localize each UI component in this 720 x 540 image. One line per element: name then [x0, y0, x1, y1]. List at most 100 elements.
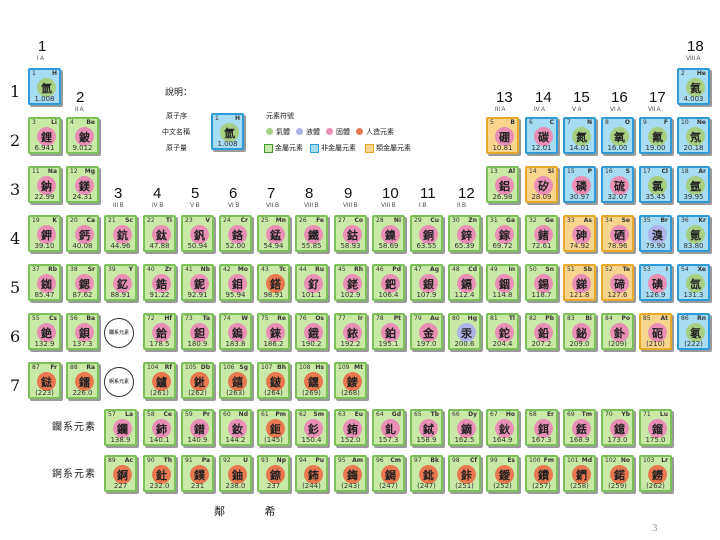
- element-cell-ra[interactable]: 88 Ra 鐳 226.0: [66, 362, 99, 399]
- element-cell-db[interactable]: 105 Db 𨧀 (262): [181, 362, 214, 399]
- element-cell-ga[interactable]: 31 Ga 鎵 69.72: [486, 215, 519, 252]
- element-cell-ag[interactable]: 47 Ag 銀 107.9: [410, 264, 443, 301]
- element-cell-re[interactable]: 75 Re 錸 186.2: [257, 313, 290, 350]
- element-cell-si[interactable]: 14 Si 矽 28.09: [525, 166, 558, 203]
- element-cell-nd[interactable]: 60 Nd 釹 144.2: [219, 409, 252, 446]
- element-cell-lr[interactable]: 103 Lr 鐒 (262): [639, 455, 672, 492]
- element-cell-nb[interactable]: 41 Nb 鈮 92.91: [181, 264, 214, 301]
- element-cell-pa[interactable]: 91 Pa 鏷 231: [181, 455, 214, 492]
- element-cell-i[interactable]: 53 I 碘 126.9: [639, 264, 672, 301]
- element-cell-ar[interactable]: 18 Ar 氬 39.95: [677, 166, 710, 203]
- element-cell-fr[interactable]: 87 Fr 鍅 (223): [28, 362, 61, 399]
- element-cell-sb[interactable]: 51 Sb 銻 121.8: [563, 264, 596, 301]
- element-cell-mg[interactable]: 12 Mg 鎂 24.31: [66, 166, 99, 203]
- element-cell-no[interactable]: 102 No 鍩 (259): [601, 455, 634, 492]
- element-cell-ge[interactable]: 32 Ge 鍺 72.61: [525, 215, 558, 252]
- element-cell-ni[interactable]: 28 Ni 鎳 58.69: [372, 215, 405, 252]
- element-cell-co[interactable]: 27 Co 鈷 58.93: [334, 215, 367, 252]
- element-cell-tm[interactable]: 69 Tm 銩 168.9: [563, 409, 596, 446]
- element-cell-yb[interactable]: 70 Yb 鐿 173.0: [601, 409, 634, 446]
- element-cell-lu[interactable]: 71 Lu 鎦 175.0: [639, 409, 672, 446]
- element-cell-o[interactable]: 8 O 氧 16.00: [601, 117, 634, 154]
- element-cell-ti[interactable]: 22 Ti 鈦 47.88: [143, 215, 176, 252]
- element-cell-w[interactable]: 74 W 鎢 183.8: [219, 313, 252, 350]
- element-cell-c[interactable]: 6 C 碳 12.01: [525, 117, 558, 154]
- element-cell-la[interactable]: 57 La 鑭 138.9: [104, 409, 137, 446]
- element-cell-pm[interactable]: 61 Pm 鉕 (145): [257, 409, 290, 446]
- element-cell-dy[interactable]: 66 Dy 鏑 162.5: [448, 409, 481, 446]
- element-cell-h[interactable]: 1 H 氫 1.008: [28, 68, 61, 105]
- element-cell-ba[interactable]: 56 Ba 鋇 137.3: [66, 313, 99, 350]
- element-cell-ne[interactable]: 10 Ne 氖 20.18: [677, 117, 710, 154]
- element-cell-se[interactable]: 34 Se 硒 78.96: [601, 215, 634, 252]
- element-cell-sr[interactable]: 38 Sr 鍶 87.62: [66, 264, 99, 301]
- element-cell-th[interactable]: 90 Th 釷 232.0: [143, 455, 176, 492]
- element-cell-at[interactable]: 85 At 砈 (210): [639, 313, 672, 350]
- element-cell-rf[interactable]: 104 Rf 鑪 (261): [143, 362, 176, 399]
- element-cell-li[interactable]: 3 Li 鋰 6.941: [28, 117, 61, 154]
- element-cell-au[interactable]: 79 Au 金 197.0: [410, 313, 443, 350]
- element-cell-b[interactable]: 5 B 硼 10.81: [486, 117, 519, 154]
- element-cell-tb[interactable]: 65 Tb 鋱 158.9: [410, 409, 443, 446]
- element-cell-rh[interactable]: 45 Rh 銠 102.9: [334, 264, 367, 301]
- element-cell-u[interactable]: 92 U 鈾 238.0: [219, 455, 252, 492]
- element-cell-he[interactable]: 2 He 氦 4.003: [677, 68, 710, 105]
- element-cell-cu[interactable]: 29 Cu 銅 63.55: [410, 215, 443, 252]
- element-cell-pu[interactable]: 94 Pu 鈽 (244): [295, 455, 328, 492]
- element-cell-as[interactable]: 33 As 砷 74.92: [563, 215, 596, 252]
- element-cell-fm[interactable]: 100 Fm 鐨 (257): [525, 455, 558, 492]
- element-cell-ce[interactable]: 58 Ce 鈰 140.1: [143, 409, 176, 446]
- element-cell-n[interactable]: 7 N 氮 14.01: [563, 117, 596, 154]
- element-cell-mt[interactable]: 109 Mt 䥑 (268): [334, 362, 367, 399]
- element-cell-cr[interactable]: 24 Cr 鉻 52.00: [219, 215, 252, 252]
- element-cell-bi[interactable]: 83 Bi 鉍 209.0: [563, 313, 596, 350]
- element-cell-md[interactable]: 101 Md 鍆 (258): [563, 455, 596, 492]
- element-cell-mn[interactable]: 25 Mn 錳 54.94: [257, 215, 290, 252]
- element-cell-na[interactable]: 11 Na 鈉 22.99: [28, 166, 61, 203]
- element-cell-eu[interactable]: 63 Eu 銪 152.0: [334, 409, 367, 446]
- element-cell-tc[interactable]: 43 Tc 鎝 98.91: [257, 264, 290, 301]
- element-cell-in[interactable]: 49 In 銦 114.8: [486, 264, 519, 301]
- element-cell-am[interactable]: 95 Am 鋂 (243): [334, 455, 367, 492]
- element-cell-s[interactable]: 16 S 硫 32.07: [601, 166, 634, 203]
- element-cell-pb[interactable]: 82 Pb 鉛 207.2: [525, 313, 558, 350]
- element-cell-br[interactable]: 35 Br 溴 79.90: [639, 215, 672, 252]
- element-cell-po[interactable]: 84 Po 釙 (209): [601, 313, 634, 350]
- element-cell-xe[interactable]: 54 Xe 氙 131.3: [677, 264, 710, 301]
- element-cell-v[interactable]: 23 V 釩 50.94: [181, 215, 214, 252]
- element-cell-ru[interactable]: 44 Ru 釕 101.1: [295, 264, 328, 301]
- element-cell-cf[interactable]: 98 Cf 鉲 (251): [448, 455, 481, 492]
- element-cell-hs[interactable]: 108 Hs 𨭆 (269): [295, 362, 328, 399]
- element-cell-mo[interactable]: 42 Mo 鉬 95.94: [219, 264, 252, 301]
- element-cell-ir[interactable]: 77 Ir 銥 192.2: [334, 313, 367, 350]
- element-cell-zn[interactable]: 30 Zn 鋅 65.39: [448, 215, 481, 252]
- element-cell-sn[interactable]: 50 Sn 錫 118.7: [525, 264, 558, 301]
- element-cell-rb[interactable]: 37 Rb 銣 85.47: [28, 264, 61, 301]
- element-cell-kr[interactable]: 36 Kr 氪 83.80: [677, 215, 710, 252]
- element-cell-f[interactable]: 9 F 氟 19.00: [639, 117, 672, 154]
- element-cell-bh[interactable]: 107 Bh 𨨏 (264): [257, 362, 290, 399]
- element-cell-rn[interactable]: 86 Rn 氡 (222): [677, 313, 710, 350]
- element-cell-k[interactable]: 19 K 鉀 39.10: [28, 215, 61, 252]
- element-cell-zr[interactable]: 40 Zr 鋯 91.22: [143, 264, 176, 301]
- element-cell-er[interactable]: 68 Er 鉺 167.3: [525, 409, 558, 446]
- element-cell-p[interactable]: 15 P 磷 30.97: [563, 166, 596, 203]
- element-cell-hf[interactable]: 72 Hf 鉿 178.5: [143, 313, 176, 350]
- element-cell-cl[interactable]: 17 Cl 氯 35.45: [639, 166, 672, 203]
- element-cell-ta[interactable]: 73 Ta 鉭 180.9: [181, 313, 214, 350]
- element-cell-gd[interactable]: 64 Gd 釓 157.3: [372, 409, 405, 446]
- element-cell-tl[interactable]: 81 Tl 鉈 204.4: [486, 313, 519, 350]
- element-cell-fe[interactable]: 26 Fe 鐵 55.85: [295, 215, 328, 252]
- element-cell-sg[interactable]: 106 Sg 𨭎 (263): [219, 362, 252, 399]
- element-cell-np[interactable]: 93 Np 錼 237: [257, 455, 290, 492]
- element-cell-cs[interactable]: 55 Cs 銫 132.9: [28, 313, 61, 350]
- element-cell-te[interactable]: 52 Te 碲 127.6: [601, 264, 634, 301]
- element-cell-cd[interactable]: 48 Cd 鎘 112.4: [448, 264, 481, 301]
- element-cell-es[interactable]: 99 Es 鑀 (252): [486, 455, 519, 492]
- element-cell-ac[interactable]: 89 Ac 錒 227: [104, 455, 137, 492]
- element-cell-be[interactable]: 4 Be 鈹 9.012: [66, 117, 99, 154]
- element-cell-pt[interactable]: 78 Pt 鉑 195.1: [372, 313, 405, 350]
- element-cell-pd[interactable]: 46 Pd 鈀 106.4: [372, 264, 405, 301]
- element-cell-y[interactable]: 39 Y 釔 88.91: [104, 264, 137, 301]
- element-cell-cm[interactable]: 96 Cm 鋦 (247): [372, 455, 405, 492]
